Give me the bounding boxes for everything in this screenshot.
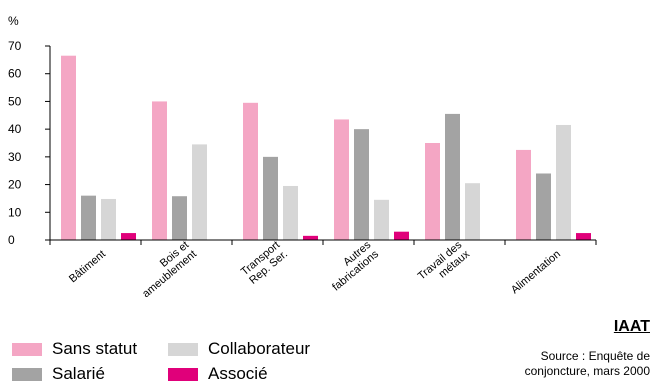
brand-label: IAAT	[613, 318, 650, 335]
x-tick-label: Travail desmétaux	[416, 239, 473, 292]
x-tick-label: TransportRep. Ser.	[239, 239, 290, 287]
legend-item-collaborateur: Collaborateur	[168, 339, 310, 359]
bar	[263, 156, 278, 240]
legend-item-salarie: Salarié	[12, 364, 105, 384]
x-tick-label: Autresfabrications	[322, 239, 381, 294]
bar	[243, 102, 258, 240]
bar	[192, 144, 207, 240]
legend-swatch-associe	[168, 367, 198, 381]
y-tick-label: 40	[8, 122, 22, 136]
source-line-2: conjoncture, mars 2000	[524, 364, 650, 378]
source-note: Source : Enquête de conjoncture, mars 20…	[525, 349, 650, 379]
bar	[556, 124, 571, 240]
y-tick-label: 10	[8, 205, 22, 219]
y-axis-label: %	[8, 14, 19, 28]
bar	[394, 231, 409, 240]
legend-label-associe: Associé	[208, 364, 268, 383]
y-tick-label: 60	[8, 67, 22, 81]
y-axis: 0 10 20 30 40 50 60 70	[8, 39, 51, 247]
legend-swatch-salarie	[12, 367, 42, 381]
bar	[354, 129, 369, 240]
y-tick-label: 20	[8, 178, 22, 192]
legend-swatch-collaborateur	[168, 342, 198, 356]
x-tick-label: Alimentation	[509, 248, 563, 296]
bar	[425, 143, 440, 240]
x-tick-label: Bois etameublement	[133, 239, 199, 300]
bar	[172, 196, 187, 240]
source-line-1: Source : Enquête de	[540, 349, 650, 363]
bar	[81, 195, 96, 240]
bar	[576, 233, 591, 240]
bar	[101, 198, 116, 240]
x-tick-label-line: Alimentation	[509, 248, 563, 296]
bar	[374, 199, 389, 240]
legend-label-salarie: Salarié	[52, 364, 105, 383]
bar	[303, 235, 318, 240]
x-tick-label: Bâtiment	[67, 248, 108, 285]
y-tick-label: 70	[8, 39, 22, 53]
x-tick-label-line: Bâtiment	[67, 248, 108, 285]
y-tick-label: 30	[8, 150, 22, 164]
legend-label-collaborateur: Collaborateur	[208, 339, 311, 358]
legend-item-associe: Associé	[168, 364, 268, 384]
bar	[61, 55, 76, 241]
legend-item-sans-statut: Sans statut	[12, 339, 137, 359]
x-axis: Bâtiment Bois etameublement TransportRep. …	[49, 239, 597, 300]
y-tick-label: 0	[8, 233, 15, 247]
bar	[536, 173, 551, 240]
bar	[445, 113, 460, 240]
bar	[516, 149, 531, 240]
bar	[465, 183, 480, 240]
chart: % 0 10 20 30 40 50 60 70 Bâtiment Bois etameuble…	[8, 14, 597, 300]
y-tick-label: 50	[8, 94, 22, 108]
bar	[152, 101, 167, 240]
bars	[61, 55, 591, 241]
legend-swatch-sans-statut	[12, 342, 42, 356]
legend-label-sans-statut: Sans statut	[52, 339, 138, 358]
bar	[283, 185, 298, 240]
bar	[121, 233, 136, 240]
bar	[334, 119, 349, 240]
